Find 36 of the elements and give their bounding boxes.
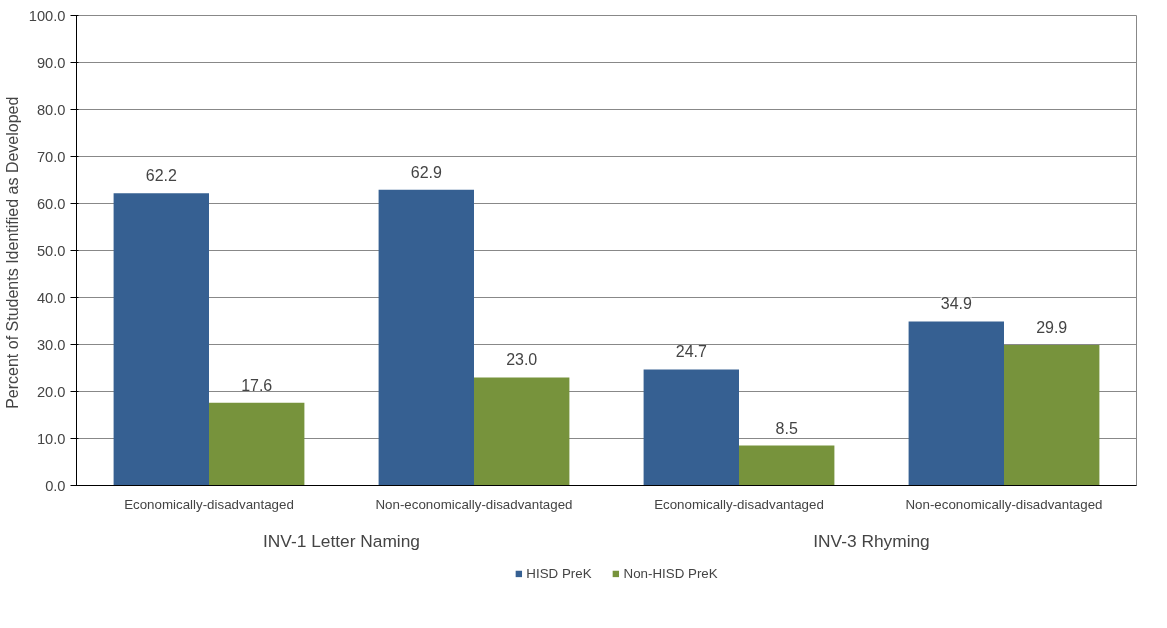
y-tick-label: 80.0 bbox=[36, 101, 66, 118]
x-tick-label: Economically-disadvantaged bbox=[654, 496, 824, 512]
y-tick-label: 20.0 bbox=[36, 383, 66, 400]
y-tick-label: 30.0 bbox=[36, 336, 66, 353]
legend-label: HISD PreK bbox=[526, 565, 592, 581]
x-tick-label: Economically-disadvantaged bbox=[124, 496, 294, 512]
bar bbox=[113, 193, 209, 486]
text: INV-1 Letter Naming bbox=[263, 530, 421, 551]
bar bbox=[378, 189, 474, 486]
y-tick-label: 50.0 bbox=[36, 242, 66, 259]
data-label: 34.9 bbox=[940, 295, 972, 313]
y-tick-label: 0.0 bbox=[45, 477, 66, 494]
data-label: 62.9 bbox=[410, 163, 442, 181]
y-tick-label: 40.0 bbox=[36, 289, 66, 306]
y-tick-label: 60.0 bbox=[36, 195, 66, 212]
bar bbox=[643, 369, 739, 486]
y-axis-title: Percent of Students Identified as Developed bbox=[3, 96, 21, 409]
bar bbox=[739, 445, 835, 486]
data-label: 62.2 bbox=[145, 167, 177, 185]
data-label: 23.0 bbox=[506, 351, 538, 369]
y-tick-label: 70.0 bbox=[36, 148, 66, 165]
x-tick-label: Non-economically-disadvantaged bbox=[375, 496, 573, 512]
data-label: 24.7 bbox=[675, 343, 707, 361]
bar bbox=[474, 377, 570, 486]
y-tick-label: 10.0 bbox=[36, 430, 66, 447]
data-label: 29.9 bbox=[1036, 318, 1068, 336]
data-label: 8.5 bbox=[775, 419, 798, 437]
bar bbox=[209, 402, 305, 486]
data-label: 17.6 bbox=[241, 376, 273, 394]
text: INV-3 Rhyming bbox=[813, 530, 930, 551]
legend-label: Non-HISD PreK bbox=[623, 565, 718, 581]
bar bbox=[908, 321, 1004, 486]
y-tick-label: 90.0 bbox=[36, 54, 66, 71]
x-tick-label: Non-economically-disadvantaged bbox=[905, 496, 1103, 512]
y-tick-label: 100.0 bbox=[28, 7, 66, 24]
bar bbox=[1004, 344, 1100, 486]
